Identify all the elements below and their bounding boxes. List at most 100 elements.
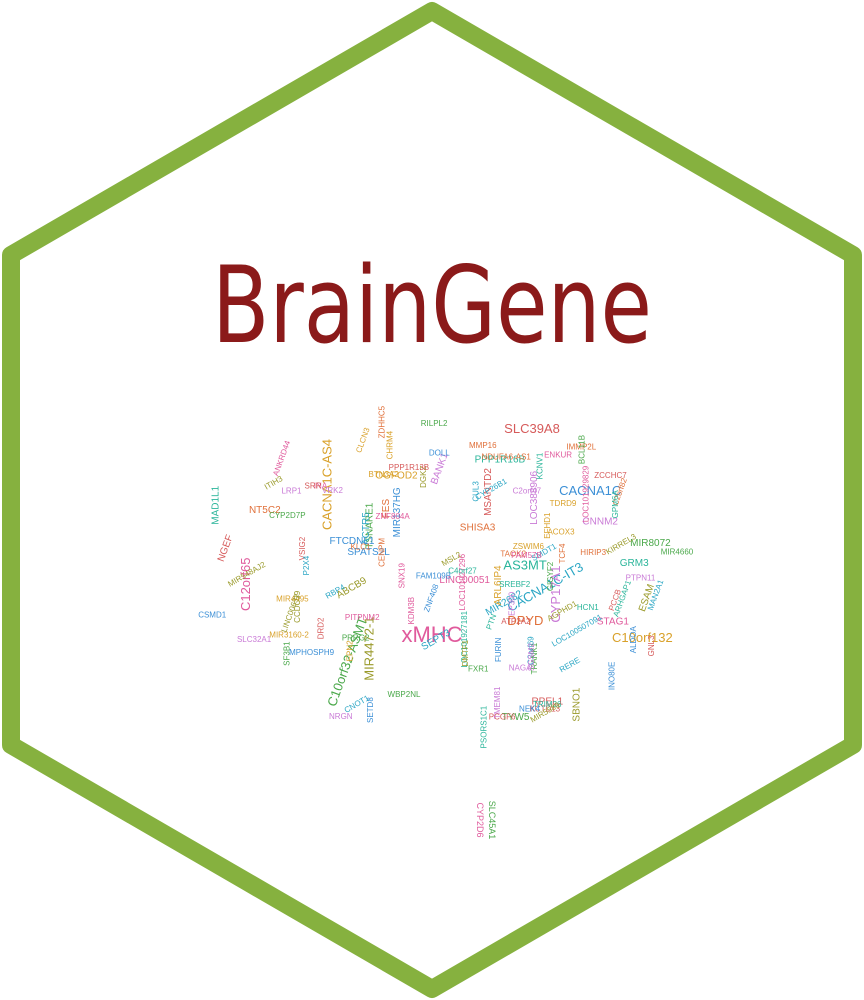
brain-word-cloud: xMHCCACNA1C-AS4CACNA1C-IT3C10orf32-ASMTC… xyxy=(198,405,694,748)
cloud-word: MIR4472-1 xyxy=(361,616,376,680)
cloud-word: ATP2A2 xyxy=(501,617,531,626)
cloud-word: SF3B1 xyxy=(282,641,291,666)
cloud-word: KDM3B xyxy=(407,597,416,625)
cloud-word: ZCCHC7 xyxy=(594,471,627,480)
cloud-word: FAM57B xyxy=(511,551,542,560)
cloud-word: C2orf47 xyxy=(513,487,542,496)
cloud-word: DGKZ xyxy=(419,466,428,488)
cloud-word: TMEM81 xyxy=(493,686,502,719)
cloud-word: SHISA3 xyxy=(460,523,496,534)
cloud-word: SLC32A1 xyxy=(237,635,272,644)
cloud-word: MPHOSPH9 xyxy=(289,648,334,657)
cloud-word: xMHC xyxy=(401,622,462,647)
cloud-word: FXR1 xyxy=(468,665,489,674)
cloud-word: TSNARE1 xyxy=(364,502,375,549)
cloud-word: TCF4 xyxy=(558,543,567,564)
cloud-word: PITPNM2 xyxy=(345,613,380,622)
cloud-word: BTN3A2 xyxy=(368,470,399,479)
cloud-word: EP300 xyxy=(507,591,516,616)
cloud-word: GPM6A xyxy=(611,490,620,519)
cloud-word: SBNO1 xyxy=(571,687,582,721)
cloud-word: ALDOA xyxy=(629,625,638,653)
cloud-word: CNNM2 xyxy=(582,517,618,528)
cloud-word: DMTF1 xyxy=(461,639,470,666)
cloud-word: INO80E xyxy=(608,662,617,690)
cloud-word: MAD1L1 xyxy=(211,485,222,524)
cloud-word: ARL6IP4 xyxy=(493,565,504,605)
cloud-word: MIR8072 xyxy=(630,538,671,549)
cloud-word: RILPL2 xyxy=(421,419,448,428)
cloud-word: EPN2 xyxy=(345,640,354,661)
cloud-word: VSIG2 xyxy=(298,536,307,560)
cloud-word: CACNA1C xyxy=(559,483,621,498)
cloud-word: LOC388906 xyxy=(529,470,540,524)
cloud-word: FES xyxy=(381,499,392,519)
cloud-word: LOC101929829 xyxy=(581,465,590,522)
cloud-word: SETD8 xyxy=(366,697,375,723)
cloud-word: ZSWIM6 xyxy=(513,542,545,551)
cloud-word: MIR4660 xyxy=(661,548,694,557)
cloud-word: BCL11B xyxy=(577,435,586,464)
cloud-word: CYP2D7P xyxy=(269,511,305,520)
cloud-word: PSORS1C1 xyxy=(480,705,489,748)
cloud-word: PPP1R13B xyxy=(389,463,429,472)
cloud-word: SLC39A8 xyxy=(504,421,560,436)
cloud-word: INA xyxy=(314,482,328,491)
cloud-word: MIR137HG xyxy=(392,487,403,537)
cloud-word: SNX19 xyxy=(398,562,407,588)
cloud-word: TAOK2 xyxy=(500,550,526,559)
cloud-word: RPEL1 xyxy=(531,697,563,708)
cloud-word: CHRM4 xyxy=(386,430,395,459)
cloud-word: C12orf65 xyxy=(238,558,253,611)
stem-word: CYP2D6 xyxy=(475,802,485,837)
cloud-word: CENPM xyxy=(378,538,387,567)
cloud-word: ZDHHC5 xyxy=(378,405,387,438)
cloud-word: PPP1R16B xyxy=(475,455,526,466)
cloud-word: NT5C2 xyxy=(249,505,281,516)
cloud-word: SREBF2 xyxy=(499,580,531,589)
cloud-word: SGSM2 xyxy=(527,643,536,672)
cloud-word: ACTR5 xyxy=(361,512,372,545)
cloud-word: OGFOD2 xyxy=(375,471,418,482)
cloud-word: FTCDNL1 xyxy=(329,536,374,547)
cloud-word: C10orf132 xyxy=(612,630,673,645)
cloud-word: IMMP2L xyxy=(566,442,596,451)
cloud-word: C2orf69 xyxy=(526,636,535,665)
cloud-word: HIRIP3 xyxy=(580,548,606,557)
cloud-word: ENKUR xyxy=(544,450,572,459)
cloud-word: TDRD9 xyxy=(550,499,577,508)
cloud-word: LOC101927181 xyxy=(460,610,469,667)
cloud-word: GNL3 xyxy=(647,635,656,656)
cloud-word: GRM3 xyxy=(620,558,649,569)
cloud-word: CCDC39 xyxy=(293,590,302,623)
cloud-word: SRR xyxy=(305,482,322,491)
cloud-word: ZNF804A xyxy=(375,512,410,521)
cloud-word: NEK4 xyxy=(519,704,540,713)
cloud-word: WBP2NL xyxy=(388,690,421,699)
cloud-word: KCTD13 xyxy=(529,704,560,713)
cloud-word: CUL3 xyxy=(472,481,481,502)
cloud-word: KLC1 xyxy=(350,542,371,551)
cloud-word: DPYD xyxy=(507,613,543,628)
cloud-word: LOC101927296 xyxy=(458,553,467,610)
cloud-word: NAGA xyxy=(509,664,532,673)
cloud-word: FAM109B xyxy=(416,571,451,580)
cloud-word: PCGF6 xyxy=(489,712,516,721)
stem-word: SLC45A1 xyxy=(487,801,497,840)
cloud-word: NDUFA6-AS1 xyxy=(482,453,532,462)
cloud-word: TYW5 xyxy=(502,712,530,723)
cloud-word: LRP1 xyxy=(281,487,302,496)
cloud-word: CACNA1C-AS4 xyxy=(320,439,335,530)
cloud-word: GIGYF2 xyxy=(546,561,555,591)
cloud-word: MIR4495 xyxy=(276,594,309,603)
brain-stem-words: CYP2D6 SLC45A1 xyxy=(475,801,497,840)
cloud-word: MMP16 xyxy=(469,441,497,450)
cloud-word: DOLL xyxy=(429,448,450,457)
cloud-word: VRK2 xyxy=(322,486,343,495)
cloud-word: HCN1 xyxy=(577,603,599,612)
cloud-word: MSANTD2 xyxy=(483,468,494,516)
cloud-word: AS3MT xyxy=(503,557,546,572)
cloud-word: ACOX3 xyxy=(547,528,575,537)
cloud-word: STAG1 xyxy=(597,617,629,628)
